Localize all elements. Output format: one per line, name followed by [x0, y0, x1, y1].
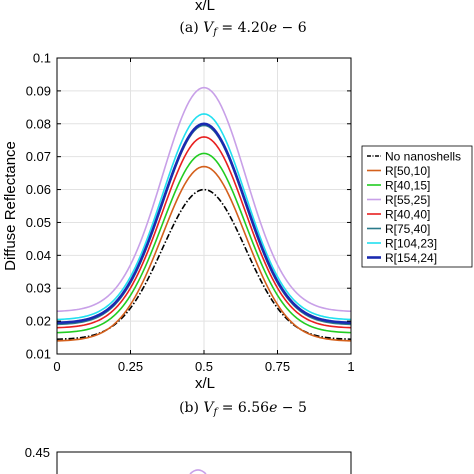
bottom-series-fragment	[189, 469, 207, 474]
legend-label: R[55,25]	[385, 193, 430, 207]
x-ticks: 0 0.25 0.5 0.75 1	[53, 58, 355, 374]
y-ticks: 0.01 0.02 0.03 0.04 0.05 0.06 0.07 0.08 0.09 0.1	[26, 51, 351, 362]
top-caption-e: e	[269, 20, 277, 36]
y-tick-label: 0.01	[26, 347, 51, 362]
y-tick-label: 0.05	[26, 215, 51, 230]
legend-items: No nanoshellsR[50,10]R[40,15]R[55,25]R[4…	[367, 150, 461, 265]
y-axis-label: Diffuse Reflectance	[2, 141, 19, 271]
x-tick-label: 1	[347, 359, 354, 374]
series-line	[56, 152, 352, 334]
top-caption: (a) Vf = 4.20e − 6	[179, 20, 306, 38]
legend: No nanoshellsR[50,10]R[40,15]R[55,25]R[4…	[361, 145, 473, 268]
plot-area: 0 0.25 0.5 0.75 1 0.010.020.030.040.050.060.…	[26, 51, 355, 375]
legend-label: R[75,40]	[385, 222, 430, 236]
legend-box	[361, 145, 473, 268]
top-x-axis-label: x/L	[195, 0, 215, 14]
bottom-fragment: 0.45	[25, 445, 352, 474]
series-line	[56, 136, 352, 329]
series-line	[56, 86, 352, 313]
y-tick-label: 0.08	[26, 116, 51, 131]
legend-label: R[50,10]	[385, 164, 430, 178]
legend-label: R[40,15]	[385, 179, 430, 193]
caption-eq: = 6.56	[217, 400, 269, 416]
caption-var: V	[203, 400, 215, 416]
y-tick-label: 0.04	[26, 248, 51, 263]
series-line	[56, 165, 352, 342]
legend-label: No nanoshells	[385, 150, 461, 164]
y-tick-label: 0.07	[26, 149, 51, 164]
caption: (b) Vf = 6.56e − 5	[179, 400, 307, 418]
y-tick-label: 0.1	[33, 51, 51, 66]
top-caption-eq: = 4.20	[217, 20, 269, 36]
x-tick-label: 0	[53, 359, 60, 374]
bottom-ytick-label: 0.45	[25, 445, 50, 460]
caption-sub: f	[213, 407, 220, 418]
caption-prefix: (b)	[179, 400, 203, 416]
top-caption-sub: f	[212, 27, 219, 38]
y-tick-label: 0.03	[26, 281, 51, 296]
y-tick-label: 0.06	[26, 182, 51, 197]
series-line	[56, 113, 352, 321]
top-caption-exp: − 6	[277, 20, 307, 36]
caption-exp: − 5	[277, 400, 307, 416]
legend-label: R[40,40]	[385, 208, 430, 222]
x-tick-label: 0.25	[118, 359, 143, 374]
series-line	[56, 122, 352, 325]
bottom-axes-frame	[56, 451, 352, 474]
legend-label: R[154,24]	[385, 251, 437, 265]
top-caption-var: V	[203, 20, 215, 36]
x-tick-label: 0.5	[195, 359, 213, 374]
legend-label: R[104,23]	[385, 237, 437, 251]
series-line	[56, 124, 352, 326]
y-tick-label: 0.02	[26, 314, 51, 329]
series-lines	[56, 86, 352, 342]
x-axis-label: x/L	[195, 375, 215, 392]
caption-e: e	[269, 400, 277, 416]
x-tick-label: 0.75	[265, 359, 290, 374]
top-caption-prefix: (a)	[179, 20, 203, 36]
y-tick-label: 0.09	[26, 83, 51, 98]
